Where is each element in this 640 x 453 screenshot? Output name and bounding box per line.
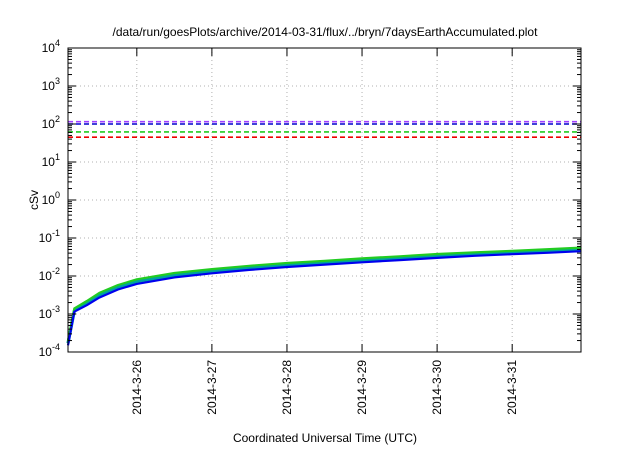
y-tick-label: 102 xyxy=(42,114,60,131)
grid-lines xyxy=(68,48,581,352)
x-tick-label: 2014-3-31 xyxy=(505,360,519,415)
y-tick-label: 10-2 xyxy=(39,266,60,283)
y-tick-label: 101 xyxy=(42,152,60,169)
x-tick-label: 2014-3-29 xyxy=(355,360,369,415)
y-tick-label: 10-4 xyxy=(39,342,60,359)
chart-title: /data/run/goesPlots/archive/2014-03-31/f… xyxy=(113,25,539,39)
series-line xyxy=(66,246,582,341)
x-axis-label: Coordinated Universal Time (UTC) xyxy=(233,431,417,445)
y-axis-label: cSv xyxy=(27,190,41,210)
x-tick-label: 2014-3-30 xyxy=(430,360,444,415)
x-tick-label: 2014-3-26 xyxy=(130,360,144,415)
y-tick-label: 103 xyxy=(42,76,60,93)
series-line xyxy=(66,250,582,346)
y-tick-label: 10-1 xyxy=(39,228,60,245)
y-tick-label: 104 xyxy=(42,38,60,55)
y-tick-label: 100 xyxy=(42,190,60,207)
threshold-lines xyxy=(68,120,581,138)
axis-ticks xyxy=(68,47,581,353)
series-lines xyxy=(66,246,582,346)
x-tick-label: 2014-3-28 xyxy=(280,360,294,415)
series-line xyxy=(66,247,582,344)
tick-labels: 10-4 10-3 10-2 10-1 100 101 102 103 104 2014-3-26… xyxy=(39,38,520,415)
y-tick-label: 10-3 xyxy=(39,304,60,321)
x-tick-label: 2014-3-27 xyxy=(205,360,219,415)
